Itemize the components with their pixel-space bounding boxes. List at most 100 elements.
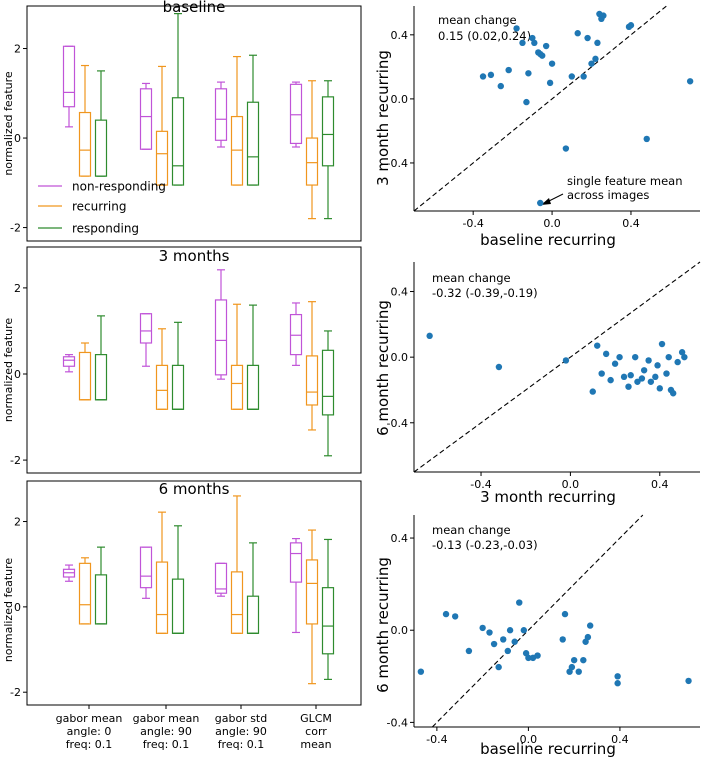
box-panel-3-months: 3 months normalized feature -2 0 2 bbox=[2, 246, 362, 474]
box-responding-4 bbox=[321, 538, 335, 681]
y-tick-label: 2 bbox=[14, 282, 21, 295]
scatter-point bbox=[529, 34, 536, 42]
box-non-responding-3 bbox=[214, 81, 228, 148]
scatter-point bbox=[562, 145, 570, 152]
scatter-point bbox=[685, 677, 692, 685]
x-axis-label: 3 month recurring bbox=[480, 488, 616, 506]
scatter-point bbox=[486, 629, 493, 636]
scatter-point bbox=[620, 373, 628, 381]
panel-title: baseline bbox=[163, 0, 226, 16]
scatter-point bbox=[654, 362, 661, 369]
scatter-point bbox=[519, 39, 526, 47]
scatter-point bbox=[594, 39, 601, 47]
box-responding-3 bbox=[246, 304, 260, 410]
box-iqr bbox=[214, 562, 228, 594]
identity-line bbox=[413, 5, 667, 212]
x-tick-label: -0.4 bbox=[470, 478, 491, 491]
panel-frame bbox=[26, 246, 362, 474]
box-non-responding-4 bbox=[289, 537, 303, 634]
y-axis-label: normalized feature bbox=[2, 71, 15, 176]
panel-title: 6 months bbox=[159, 480, 230, 498]
scatter-point bbox=[417, 668, 425, 675]
box-iqr bbox=[230, 364, 244, 410]
y-tick-label: 0 bbox=[14, 132, 21, 145]
scatter-point bbox=[656, 385, 663, 392]
scatter-point bbox=[506, 627, 514, 634]
box-iqr bbox=[139, 313, 153, 344]
box-recurring-3 bbox=[230, 55, 244, 186]
scatter-point bbox=[686, 78, 694, 85]
scatter-point bbox=[674, 358, 681, 366]
arrow-annotation-line2: across images bbox=[567, 188, 649, 202]
box-iqr bbox=[214, 88, 228, 141]
scatter-point bbox=[479, 624, 486, 632]
box-iqr bbox=[305, 355, 319, 406]
identity-line bbox=[413, 261, 701, 473]
scatter-point bbox=[614, 680, 621, 687]
x-tick-label: GLCM corr mean bbox=[300, 712, 332, 751]
annotation-arrow-head bbox=[541, 198, 551, 205]
box-recurring-4 bbox=[305, 529, 319, 685]
legend-label-recurring: recurring bbox=[72, 200, 126, 214]
scatter-point bbox=[542, 42, 550, 50]
box-iqr bbox=[155, 364, 169, 410]
box-iqr bbox=[305, 137, 319, 186]
scatter-point bbox=[537, 199, 544, 207]
box-recurring-4 bbox=[305, 80, 319, 220]
scatter-point bbox=[500, 636, 507, 643]
y-axis-label: normalized feature bbox=[2, 558, 15, 663]
scatter-point bbox=[600, 12, 607, 19]
scatter-point bbox=[643, 135, 650, 143]
scatter-point bbox=[658, 340, 666, 348]
scatter-point bbox=[539, 52, 546, 59]
box-recurring-1 bbox=[78, 64, 92, 177]
box-iqr bbox=[230, 115, 244, 186]
scatter-point bbox=[616, 353, 623, 361]
box-iqr bbox=[305, 559, 319, 625]
box-responding-2 bbox=[171, 13, 185, 186]
box-iqr bbox=[78, 562, 92, 625]
scatter-point bbox=[568, 73, 575, 80]
scatter-point bbox=[584, 34, 591, 42]
box-iqr bbox=[94, 574, 108, 625]
x-tick-label: -0.4 bbox=[426, 733, 447, 746]
box-non-responding-4 bbox=[289, 302, 303, 366]
panel-title: 3 months bbox=[159, 247, 230, 265]
box-non-responding-4 bbox=[289, 81, 303, 148]
scatter-point bbox=[479, 73, 487, 80]
box-iqr bbox=[246, 595, 260, 634]
box-responding-1 bbox=[94, 546, 108, 625]
scatter-point bbox=[627, 22, 635, 29]
scatter-point bbox=[513, 25, 520, 32]
scatter-point bbox=[516, 599, 523, 606]
x-tick-label: -0.4 bbox=[462, 217, 483, 230]
scatter-point bbox=[505, 66, 512, 74]
y-axis-label: 6 month recurring bbox=[374, 557, 392, 693]
scatter-point bbox=[580, 656, 587, 664]
box-non-responding-2 bbox=[139, 546, 153, 599]
scatter-point bbox=[495, 663, 502, 671]
legend-label-non-responding: non-responding bbox=[72, 180, 166, 194]
scatter-point bbox=[589, 388, 596, 395]
y-axis-label: 3 month recurring bbox=[374, 50, 392, 186]
scatter-point bbox=[645, 357, 652, 364]
scatter-point bbox=[531, 39, 538, 47]
box-iqr bbox=[155, 561, 169, 634]
box-iqr bbox=[94, 119, 108, 177]
scatter-point bbox=[580, 73, 587, 80]
y-tick-label: -2 bbox=[10, 222, 21, 235]
x-tick-label: gabor mean angle: 0 freq: 0.1 bbox=[56, 712, 123, 751]
scatter-point bbox=[548, 60, 556, 67]
annotation-value: -0.32 (-0.39,-0.19) bbox=[432, 286, 538, 300]
x-tick-label: 0.4 bbox=[611, 733, 629, 746]
box-recurring-3 bbox=[230, 303, 244, 410]
box-responding-4 bbox=[321, 330, 335, 457]
scatter-point bbox=[584, 633, 592, 641]
scatter-point bbox=[495, 363, 503, 371]
scatter-point bbox=[598, 370, 605, 377]
box-non-responding-2 bbox=[139, 313, 153, 367]
y-tick-label: 0.0 bbox=[391, 624, 409, 637]
y-tick-label: 0.0 bbox=[391, 351, 409, 364]
scatter-point bbox=[663, 370, 670, 377]
